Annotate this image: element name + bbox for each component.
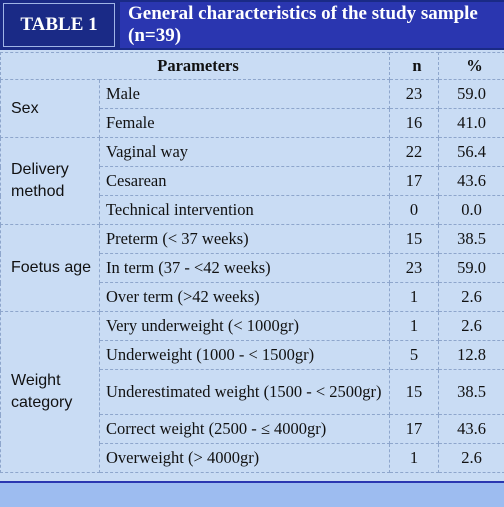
cell-n: 1 (389, 311, 440, 341)
table-row: Delivery method Vaginal way 22 56.4 (0, 137, 504, 225)
cell-pct: 2.6 (438, 282, 504, 312)
cell-n: 23 (389, 253, 440, 283)
table-footer-bar (0, 481, 504, 507)
cell-n: 17 (389, 414, 440, 444)
group-label-delivery: Delivery method (0, 137, 100, 225)
table-row: Sex Male 23 59.0 (0, 79, 504, 138)
row-label: Vaginal way (98, 137, 391, 167)
cell-pct: 2.6 (438, 311, 504, 341)
cell-pct: 38.5 (438, 224, 504, 254)
table-row: Female 16 41.0 (1, 108, 504, 138)
cell-n: 15 (389, 224, 440, 254)
table-row: Cesarean 17 43.6 (1, 166, 504, 196)
cell-n: 0 (389, 195, 440, 225)
cell-pct: 59.0 (438, 253, 504, 283)
row-label: Over term (>42 weeks) (98, 282, 391, 312)
table-label: TABLE 1 (3, 3, 115, 47)
row-label: Very underweight (< 1000gr) (98, 311, 391, 341)
table-title: General characteristics of the study sam… (120, 2, 504, 48)
cell-n: 1 (389, 443, 440, 473)
cell-n: 22 (389, 137, 440, 167)
row-label: Female (98, 108, 391, 138)
group-label-weight: Weight category (0, 311, 100, 473)
cell-n: 16 (389, 108, 440, 138)
group-label-foetus-age: Foetus age (0, 224, 100, 312)
cell-pct: 38.5 (438, 369, 504, 415)
table-row: Weight category Very underweight (< 1000… (0, 311, 504, 473)
cell-pct: 56.4 (438, 137, 504, 167)
cell-n: 5 (389, 340, 440, 370)
characteristics-table: Parameters n % Sex Male 23 59.0 Female 1… (0, 52, 504, 473)
row-label: In term (37 - <42 weeks) (98, 253, 391, 283)
table-row: Foetus age Preterm (< 37 weeks) 15 38.5 (0, 224, 504, 312)
row-label: Preterm (< 37 weeks) (98, 224, 391, 254)
cell-pct: 43.6 (438, 166, 504, 196)
cell-n: 23 (389, 79, 440, 109)
row-label: Cesarean (98, 166, 391, 196)
table-row: Underestimated weight (1500 - < 2500gr) … (1, 369, 504, 415)
cell-n: 15 (389, 369, 440, 415)
row-label: Male (98, 79, 391, 109)
row-label: Correct weight (2500 - ≤ 4000gr) (98, 414, 391, 444)
row-label: Technical intervention (98, 195, 391, 225)
cell-pct: 12.8 (438, 340, 504, 370)
cell-pct: 2.6 (438, 443, 504, 473)
row-label: Underweight (1000 - < 1500gr) (98, 340, 391, 370)
row-label: Underestimated weight (1500 - < 2500gr) (98, 369, 391, 415)
cell-pct: 59.0 (438, 79, 504, 109)
cell-pct: 41.0 (438, 108, 504, 138)
cell-pct: 0.0 (438, 195, 504, 225)
col-header-parameters: Parameters (0, 52, 391, 80)
cell-n: 17 (389, 166, 440, 196)
cell-pct: 43.6 (438, 414, 504, 444)
table-row: Correct weight (2500 - ≤ 4000gr) 17 43.6 (1, 414, 504, 444)
group-label-sex: Sex (0, 79, 100, 138)
col-header-pct: % (438, 52, 504, 80)
row-label: Overweight (> 4000gr) (98, 443, 391, 473)
cell-n: 1 (389, 282, 440, 312)
table-row: Underweight (1000 - < 1500gr) 5 12.8 (1, 340, 504, 370)
table-header: TABLE 1 General characteristics of the s… (0, 0, 504, 50)
table-row: Overweight (> 4000gr) 1 2.6 (1, 443, 504, 473)
col-header-n: n (389, 52, 440, 80)
